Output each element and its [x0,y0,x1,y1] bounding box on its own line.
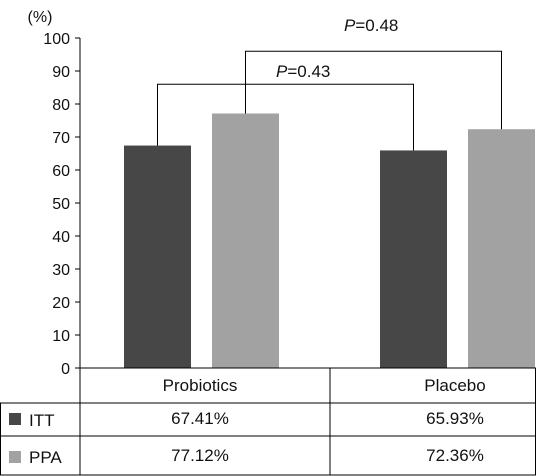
bars [124,113,535,368]
bar-ppa-probiotics [212,113,279,368]
y-axis-ticks: 0 10 20 30 40 50 60 70 80 90 100 [43,31,80,378]
y-tick-label-40: 40 [52,229,70,246]
cell-itt-placebo: 65.93% [426,409,484,428]
bracket-itt [157,83,414,151]
bar-itt-placebo [380,150,447,368]
y-tick-label-10: 10 [52,328,70,345]
cell-ppa-probiotics: 77.12% [171,446,229,465]
bar-ppa-placebo [468,129,535,368]
y-tick-label-50: 50 [52,196,70,213]
cell-ppa-placebo: 72.36% [426,446,484,465]
y-tick-label-90: 90 [52,64,70,81]
row-label-ppa: PPA [29,448,62,467]
y-axis-unit: (%) [28,9,53,26]
legend-swatch-ppa [9,451,21,463]
y-tick-label-30: 30 [52,262,70,279]
data-table: Probiotics Placebo ITT 67.41% 65.93% PPA… [0,367,536,476]
y-tick-label-20: 20 [52,295,70,312]
category-label-placebo: Placebo [424,376,485,395]
y-tick-label-100: 100 [43,31,70,48]
row-label-itt: ITT [29,411,55,430]
significance-brackets: P=0.43 P=0.48 [157,16,502,151]
category-label-probiotics: Probiotics [163,376,238,395]
bar-itt-probiotics [124,145,191,368]
y-tick-label-60: 60 [52,163,70,180]
y-tick-label-0: 0 [61,361,70,378]
cell-itt-probiotics: 67.41% [171,409,229,428]
y-tick-label-70: 70 [52,130,70,147]
legend-swatch-itt [9,413,21,425]
bracket-ppa [245,50,502,130]
p-value-ppa: P=0.48 [344,16,398,35]
y-tick-label-80: 80 [52,97,70,114]
p-value-itt: P=0.43 [276,62,330,81]
